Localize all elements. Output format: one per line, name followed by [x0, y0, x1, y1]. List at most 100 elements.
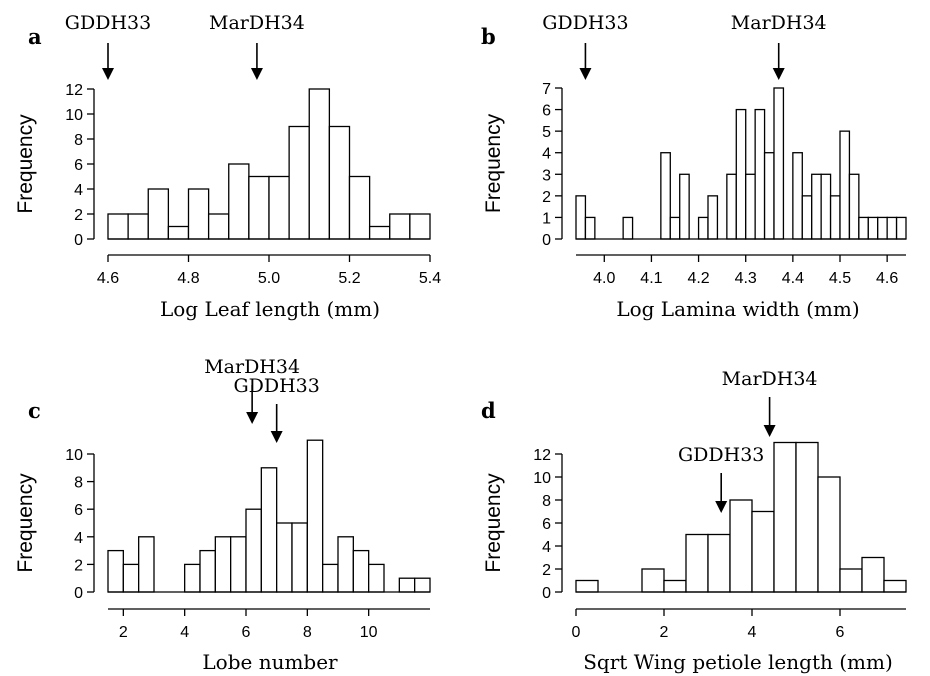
histogram-bar — [697, 216, 709, 240]
x-tick-label: 2 — [119, 624, 128, 641]
y-tick-label: 0 — [542, 585, 551, 602]
y-tick-label: 1 — [542, 210, 551, 227]
x-axis-label: Sqrt Wing petiole length (mm) — [583, 650, 893, 674]
panel-letter: c — [28, 398, 41, 423]
y-tick-label: 10 — [65, 107, 83, 124]
histogram-bar — [745, 173, 756, 240]
histogram-bar — [107, 213, 129, 240]
y-axis-label: Frequency — [14, 473, 37, 573]
histogram-bar — [288, 125, 310, 240]
y-tick-label: 10 — [65, 447, 83, 464]
x-axis-label: Log Leaf length (mm) — [160, 297, 380, 321]
histogram-bar — [726, 173, 737, 240]
histogram-bar — [811, 173, 822, 240]
histogram-bar — [858, 216, 869, 240]
histogram-bar — [660, 152, 671, 240]
histogram-bar — [398, 577, 416, 593]
histogram-bar — [575, 195, 587, 240]
histogram-bar — [877, 216, 888, 240]
y-tick-label: 4 — [542, 539, 551, 556]
y-tick-label: 6 — [542, 516, 551, 533]
histogram-bar — [207, 213, 230, 240]
histogram-bar — [337, 536, 354, 593]
y-tick-label: 6 — [74, 502, 83, 519]
histogram-bar — [861, 556, 885, 593]
y-tick-label: 4 — [74, 182, 83, 199]
histogram-bar — [839, 568, 863, 593]
histogram-bar — [707, 195, 719, 240]
panel-letter: b — [481, 24, 496, 49]
y-tick-label: 6 — [74, 157, 83, 174]
histogram-bar — [839, 130, 851, 240]
histogram-bar — [127, 213, 149, 240]
histogram-bar — [886, 216, 898, 240]
histogram-bar — [147, 188, 170, 240]
x-tick-label: 8 — [303, 624, 312, 641]
histogram-bar — [729, 499, 753, 593]
histogram-bar — [187, 188, 210, 240]
histogram-bar — [773, 87, 785, 240]
annotation-label: GDDH33 — [678, 444, 764, 466]
histogram-bar — [575, 579, 599, 593]
panel-letter: d — [481, 398, 496, 423]
y-tick-label: 5 — [542, 124, 551, 141]
panel-d: d 0 2 4 6 8 10 12 0 2 4 6 Sqrt Wing petiole length (… — [481, 368, 907, 674]
histogram-bar — [848, 173, 860, 240]
histogram-bar — [245, 508, 262, 593]
annotation-label: MarDH34 — [204, 356, 300, 378]
histogram-bar — [306, 439, 324, 593]
y-tick-label: 8 — [74, 475, 83, 492]
annotation-arrow-head — [763, 425, 776, 437]
y-tick-label: 0 — [74, 232, 83, 249]
y-tick-label: 0 — [74, 585, 83, 602]
y-tick-label: 6 — [542, 103, 551, 120]
x-tick-label: 4.4 — [782, 270, 804, 287]
histogram-bar — [795, 441, 819, 593]
histogram-bar — [368, 225, 391, 240]
x-tick-label: 6 — [242, 624, 251, 641]
annotation-arrow-head — [715, 501, 728, 513]
histogram-bar — [883, 579, 907, 593]
histogram-bar — [685, 533, 709, 593]
histogram-bar — [773, 441, 797, 593]
histogram-bar — [679, 173, 690, 240]
histogram-bar — [138, 536, 155, 593]
annotation-label: GDDH33 — [542, 12, 628, 34]
histogram-bar — [820, 173, 832, 240]
histogram-bar — [352, 549, 370, 593]
y-tick-label: 8 — [542, 493, 551, 510]
histogram-bar — [107, 549, 124, 593]
histogram-bar — [230, 536, 247, 593]
annotation-arrow-head — [270, 431, 283, 443]
histogram-bar — [867, 216, 879, 240]
x-tick-label: 0 — [572, 624, 581, 641]
x-tick-label: 4.0 — [593, 270, 615, 287]
histogram-bar — [707, 533, 731, 593]
histogram-bar — [669, 216, 681, 240]
y-tick-label: 12 — [533, 447, 551, 464]
histogram-bar — [122, 563, 140, 593]
x-axis-label: Lobe number — [202, 650, 338, 674]
x-tick-label: 4.1 — [640, 270, 662, 287]
histogram-bar — [641, 568, 665, 593]
y-tick-label: 2 — [74, 207, 83, 224]
histogram-bar — [895, 216, 907, 240]
x-tick-label: 4 — [748, 624, 757, 641]
histogram-bar — [184, 563, 201, 593]
x-tick-label: 4.3 — [735, 270, 757, 287]
x-tick-label: 5.2 — [338, 270, 360, 287]
histogram-bar — [792, 152, 803, 240]
annotation-label: MarDH34 — [722, 368, 818, 390]
histogram-bar — [801, 195, 813, 240]
panel-a: a 0 2 4 6 8 10 12 4.6 4.8 5.0 5.2 5.4 Log Leaf length… — [14, 12, 441, 321]
histogram-bar — [268, 175, 290, 240]
annotation-arrow-head — [579, 68, 592, 80]
x-tick-label: 4.8 — [177, 270, 199, 287]
histogram-bar — [389, 213, 411, 240]
x-axis-label: Log Lamina width (mm) — [616, 297, 859, 321]
x-tick-label: 4 — [180, 624, 189, 641]
y-axis-label: Frequency — [482, 113, 505, 213]
histogram-bar — [214, 536, 232, 593]
y-tick-label: 0 — [542, 232, 551, 249]
